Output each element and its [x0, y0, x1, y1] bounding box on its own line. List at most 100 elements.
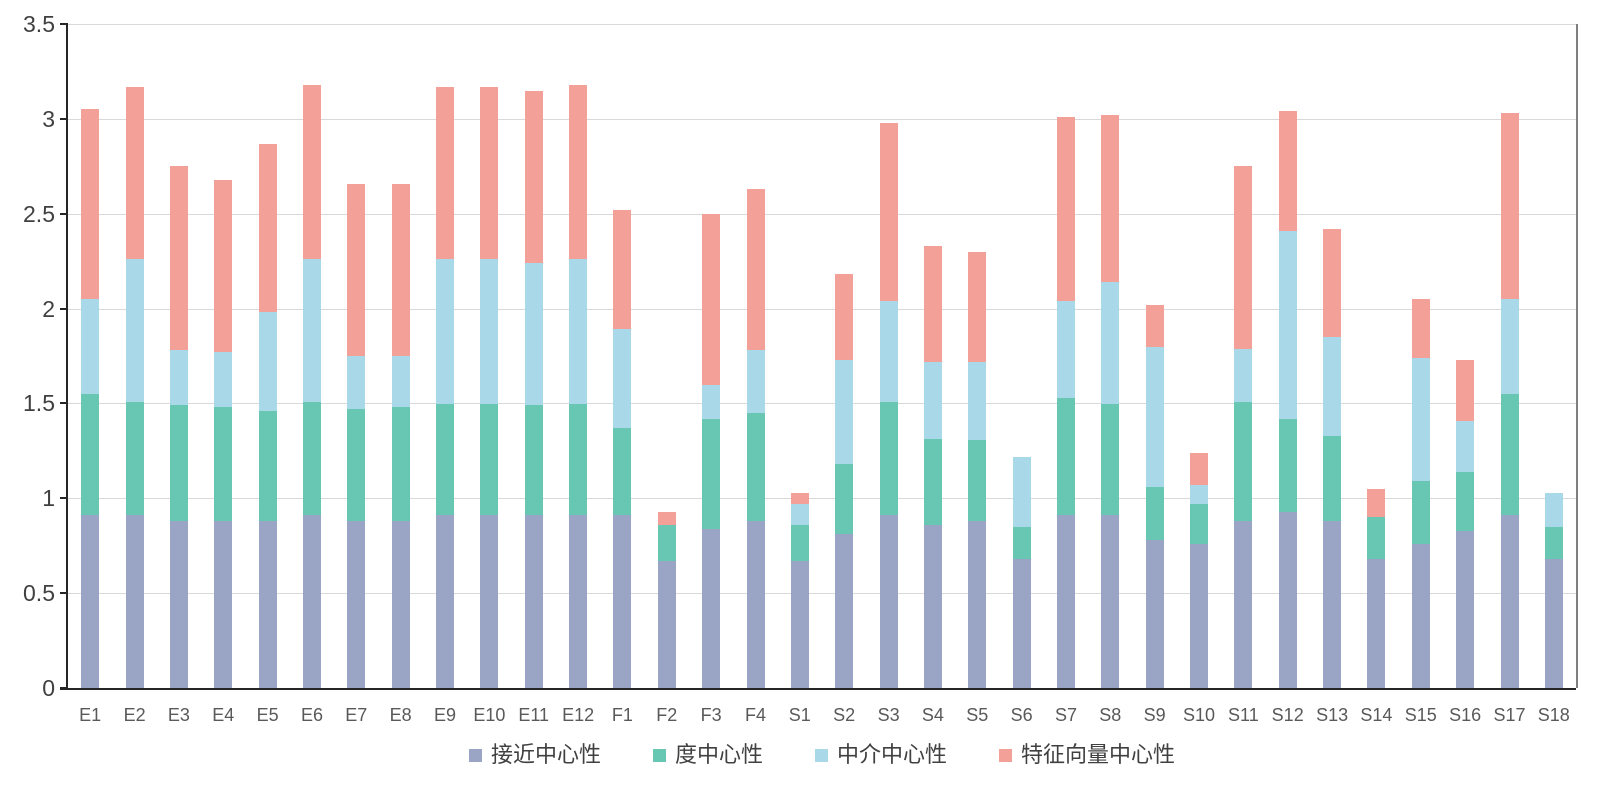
bar-segment-E5-series1: [258, 521, 277, 688]
x-axis-label-S7: S7: [1054, 705, 1077, 725]
bar-segment-E5-series3: [258, 312, 277, 412]
bar-segment-E10-series4: [480, 86, 499, 260]
x-axis-label-S5: S5: [966, 705, 989, 725]
bar-segment-E9-series4: [436, 86, 454, 260]
bar-segment-F2-series2: [657, 524, 676, 561]
bar-segment-S6-series3: [1012, 456, 1031, 527]
bar-segment-S11-series3: [1234, 348, 1253, 402]
bar-segment-E7-series4: [347, 183, 366, 357]
bar-segment-S13-series2: [1323, 435, 1342, 522]
bar-S7: [1056, 117, 1075, 688]
bar-S17: [1500, 113, 1519, 688]
y-axis-tick-2: [60, 307, 68, 310]
bar-segment-S18-series2: [1544, 526, 1563, 559]
x-axis-label-F1: F1: [611, 705, 633, 725]
bar-segment-E3-series1: [169, 521, 188, 688]
bar-S1: [790, 492, 809, 688]
bar-segment-S8-series4: [1101, 115, 1120, 283]
bar-segment-S16-series4: [1456, 359, 1475, 421]
x-axis-label-F3: F3: [700, 705, 722, 725]
bar-S6: [1012, 456, 1031, 688]
bar-E10: [480, 86, 499, 688]
x-axis-label-S10: S10: [1182, 705, 1215, 725]
bar-segment-S3-series2: [879, 401, 898, 516]
bar-S16: [1456, 359, 1475, 688]
bar-segment-E2-series4: [125, 86, 144, 260]
bar-segment-E11-series3: [524, 263, 543, 406]
bar-segment-F2-series1: [657, 560, 676, 688]
bar-segment-E8-series3: [391, 356, 410, 408]
bar-segment-E12-series3: [569, 259, 588, 404]
bar-F2: [657, 511, 676, 688]
bar-segment-S11-series2: [1234, 401, 1253, 522]
gridline-y-3: [68, 118, 1576, 120]
bar-segment-S9-series4: [1145, 304, 1164, 347]
bar-segment-S2-series4: [835, 274, 854, 360]
bar-segment-S1-series4: [790, 492, 809, 505]
x-axis-label-S15: S15: [1404, 705, 1437, 725]
bar-F3: [702, 213, 721, 688]
bar-segment-E6-series1: [302, 515, 321, 688]
bar-segment-E5-series2: [258, 411, 277, 522]
bar-S11: [1234, 166, 1253, 688]
legend-label-series2: 度中心性: [674, 742, 763, 767]
bar-segment-S3-series3: [879, 301, 898, 402]
bar-segment-S3-series1: [879, 515, 898, 688]
bar-S15: [1411, 299, 1430, 688]
bar-S5: [968, 251, 987, 688]
x-axis-label-S13: S13: [1316, 705, 1349, 725]
bar-segment-S2-series2: [835, 464, 854, 535]
bar-segment-E12-series4: [569, 84, 588, 260]
bar-segment-E9-series3: [436, 259, 454, 404]
bar-segment-S13-series4: [1323, 228, 1342, 338]
bar-segment-E3-series3: [169, 350, 188, 406]
bar-segment-S16-series3: [1456, 420, 1475, 472]
bar-segment-E7-series1: [347, 521, 366, 688]
legend-item-series3: 中介中心性: [815, 744, 947, 766]
bar-segment-E8-series2: [391, 407, 410, 522]
bar-segment-F3-series2: [702, 418, 721, 529]
legend-label-series4: 特征向量中心性: [1021, 742, 1176, 767]
y-axis-label-1: 1: [42, 485, 55, 512]
bar-segment-E4-series4: [214, 179, 233, 353]
bar-segment-S5-series2: [968, 439, 987, 522]
bar-segment-S4-series4: [923, 246, 942, 362]
y-axis-tick-0.5: [60, 592, 68, 595]
legend-swatch-icon-series2: [652, 748, 666, 762]
bar-segment-E1-series3: [81, 299, 100, 395]
bar-segment-E4-series3: [214, 352, 233, 408]
bar-segment-S2-series1: [835, 534, 854, 688]
bar-F4: [746, 189, 765, 688]
bar-segment-S10-series4: [1190, 452, 1208, 486]
x-axis-label-S9: S9: [1143, 705, 1166, 725]
bar-E5: [258, 143, 277, 688]
plot-right-border: [1576, 24, 1578, 688]
bar-segment-S15-series4: [1411, 299, 1430, 358]
bar-segment-S3-series4: [879, 122, 898, 302]
bar-segment-S4-series1: [923, 524, 942, 688]
bar-segment-S8-series3: [1101, 282, 1120, 404]
x-axis-label-S3: S3: [877, 705, 900, 725]
bar-segment-F4-series2: [746, 413, 765, 522]
bar-segment-S17-series4: [1500, 113, 1519, 300]
x-axis-label-E6: E6: [300, 705, 323, 725]
bar-segment-S8-series1: [1101, 515, 1120, 688]
x-axis-label-E11: E11: [518, 705, 550, 725]
legend-label-series1: 接近中心性: [490, 742, 601, 767]
bar-segment-S17-series3: [1500, 299, 1519, 395]
bar-S3: [879, 122, 898, 688]
bar-segment-E1-series1: [81, 515, 100, 688]
bar-segment-S6-series1: [1012, 559, 1031, 688]
y-axis-label-0.5: 0.5: [23, 580, 55, 607]
bar-segment-S10-series1: [1190, 543, 1208, 688]
bar-segment-F1-series2: [613, 428, 632, 516]
x-axis-label-S8: S8: [1099, 705, 1122, 725]
gridline-y-1: [68, 498, 1576, 500]
bar-segment-S4-series2: [923, 439, 942, 525]
bar-E4: [214, 179, 233, 688]
x-axis-label-S2: S2: [833, 705, 856, 725]
bar-segment-E9-series1: [436, 515, 454, 688]
chart-legend: 接近中心性 度中心性 中介中心性 特征向量中心性: [68, 738, 1576, 772]
bar-S13: [1323, 228, 1342, 688]
